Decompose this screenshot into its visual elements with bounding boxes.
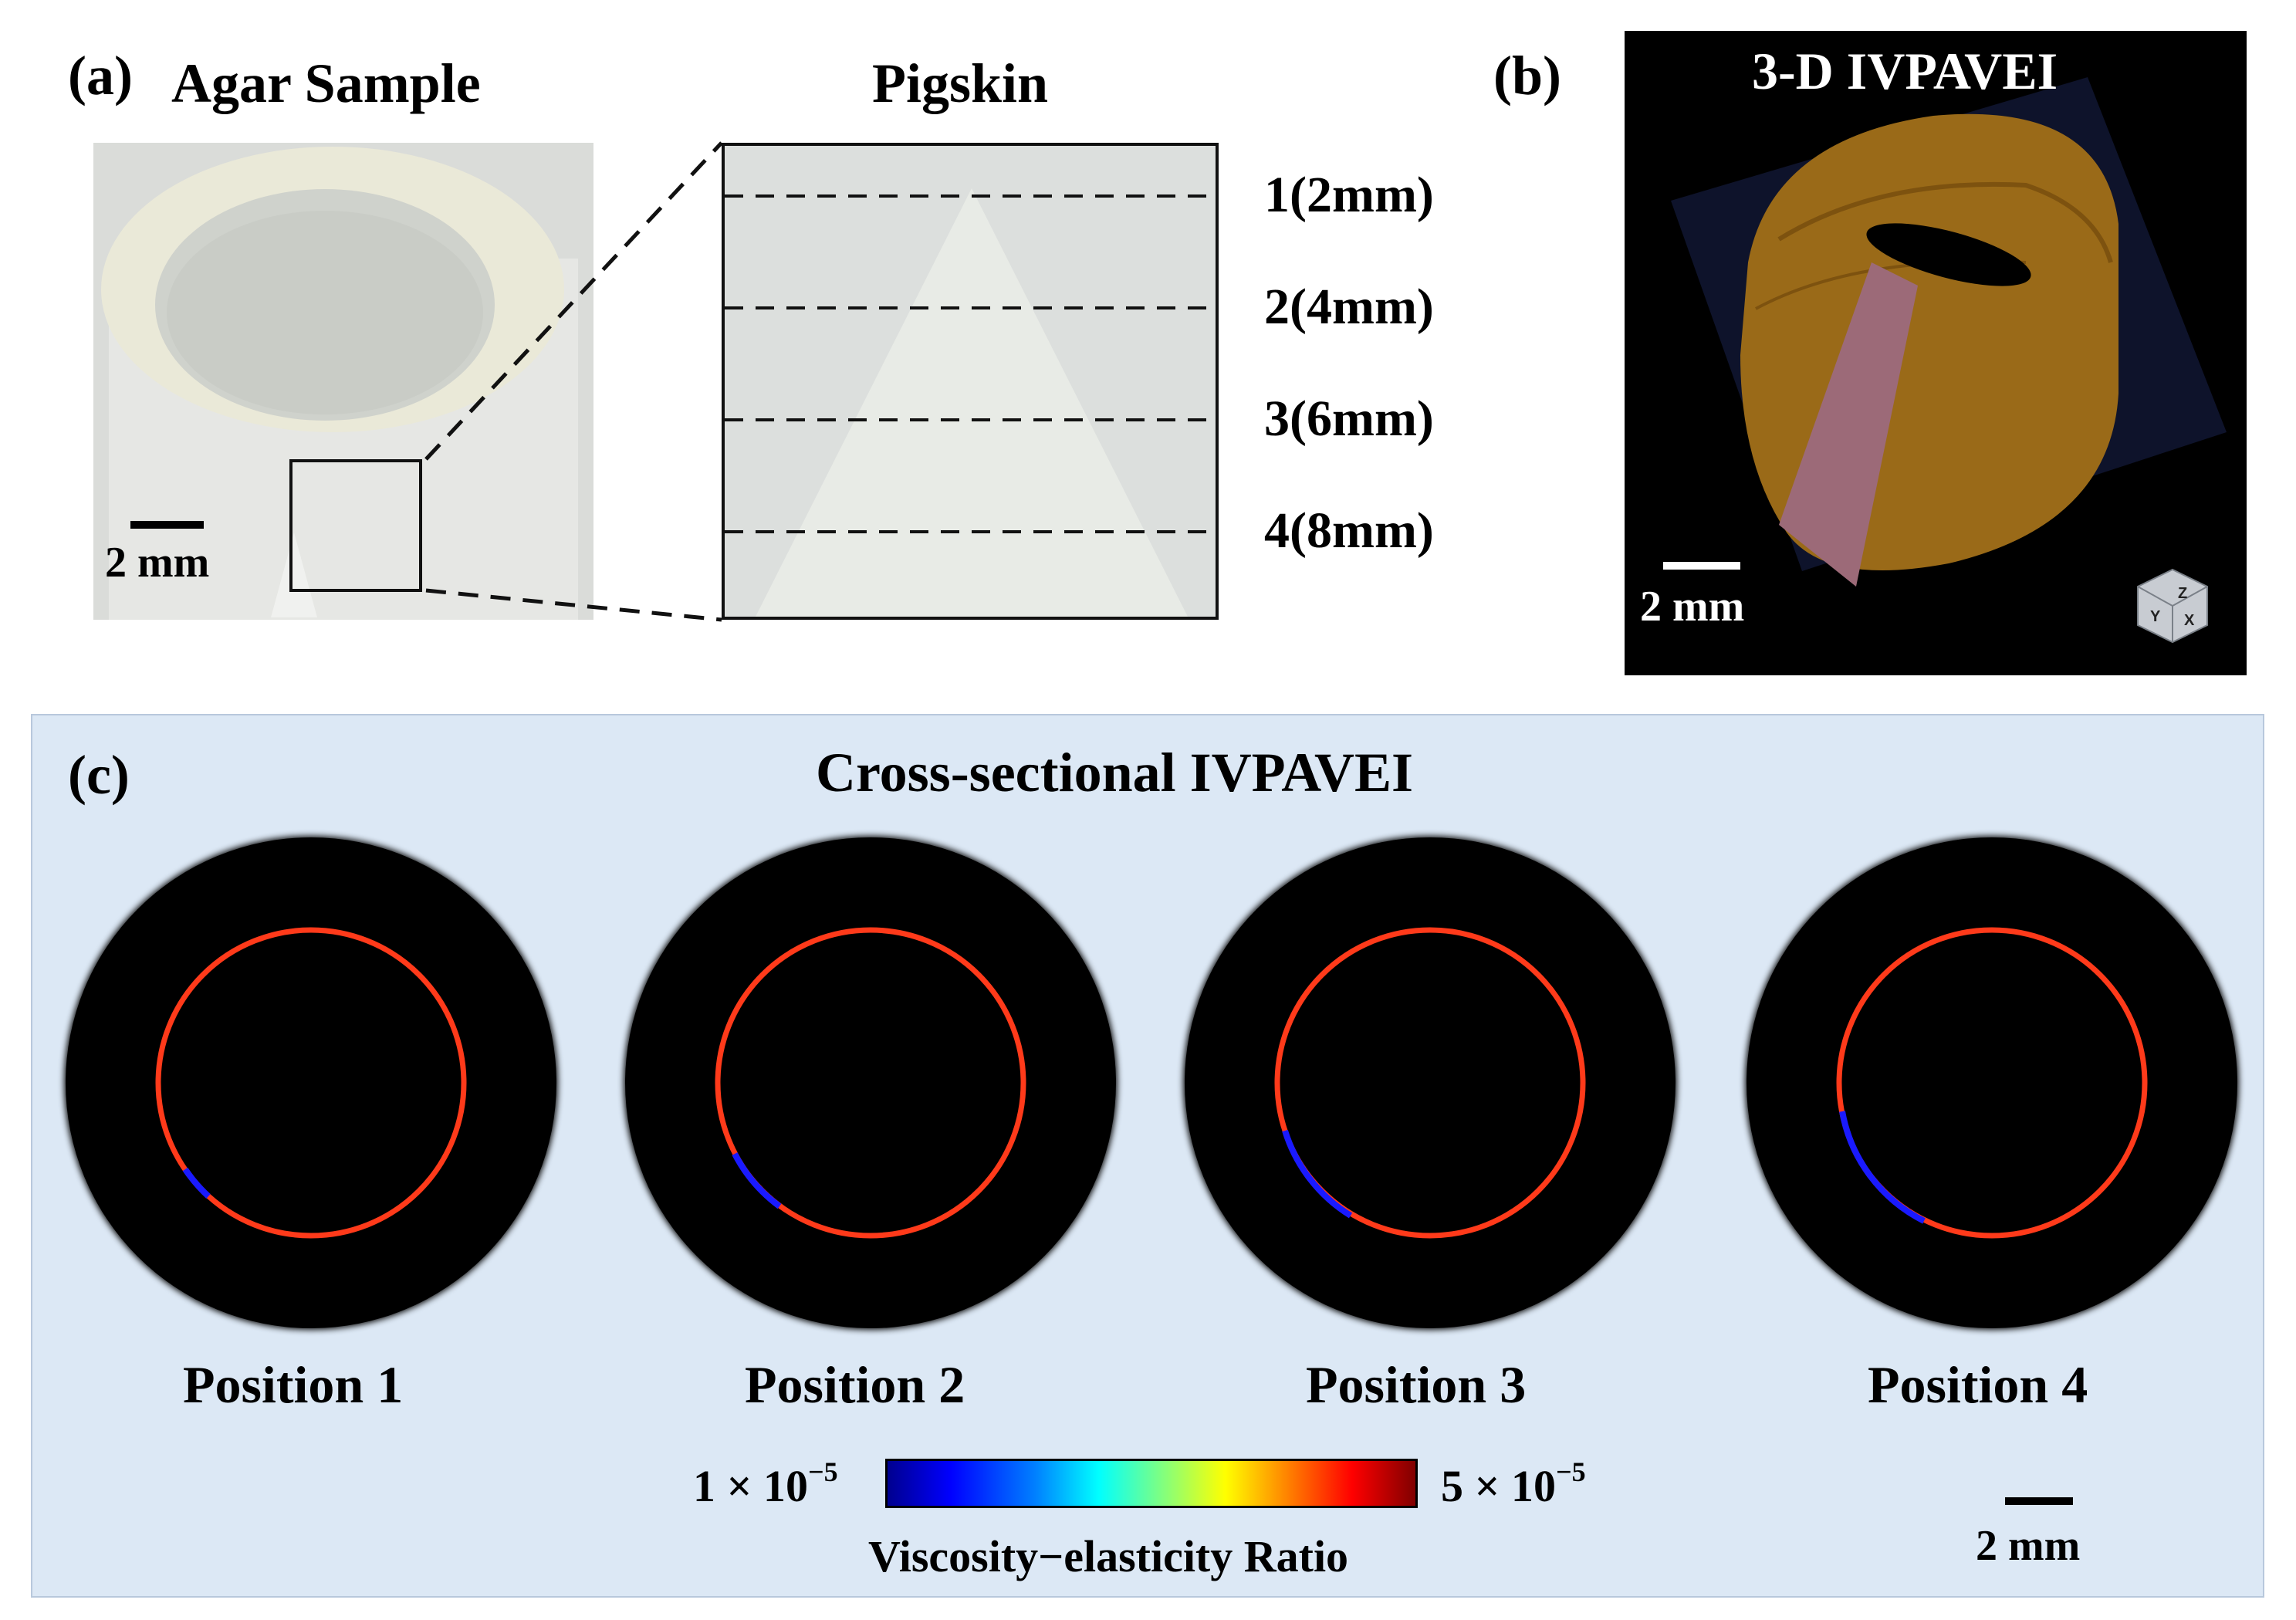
colorbar-title: Viscosity−elasticity Ratio — [868, 1531, 1349, 1581]
cube-axis-z: Z — [2178, 585, 2187, 602]
agar-sample-photo: 2 mm — [93, 143, 593, 620]
position-label-2: Position 2 — [745, 1355, 965, 1414]
panel-c-scale-bar-label: 2 mm — [1976, 1522, 2081, 1570]
agar-sample-title: Agar Sample — [171, 52, 481, 114]
colorbar-min-label: 1 × 10−5 — [693, 1458, 838, 1511]
pigskin-title: Pigskin — [872, 52, 1049, 114]
pigskin-wedge-illustration — [725, 146, 1216, 617]
position-label-1: Position 1 — [183, 1355, 404, 1414]
vessel-ring-4 — [1836, 927, 2148, 1239]
depth-label-4: 4(8mm) — [1264, 502, 1434, 559]
orientation-cube-icon[interactable]: Z Y X — [2130, 563, 2215, 648]
depth-label-2: 2(4mm) — [1264, 279, 1434, 335]
panel-c-label: (c) — [68, 744, 130, 806]
depth-label-3: 3(6mm) — [1264, 391, 1434, 447]
cube-axis-x: X — [2184, 612, 2195, 629]
agar-scale-bar-label: 2 mm — [105, 539, 210, 587]
panel-b-scale-bar-label: 2 mm — [1640, 583, 1745, 631]
vessel-ring-2 — [715, 927, 1026, 1239]
panel-c-title: Cross-sectional IVPAVEI — [816, 742, 1414, 803]
cube-axis-y: Y — [2150, 608, 2161, 625]
depth-label-1: 1(2mm) — [1264, 167, 1434, 223]
position-label-3: Position 3 — [1306, 1355, 1527, 1414]
position-label-4: Position 4 — [1868, 1355, 2088, 1414]
agar-scale-bar — [130, 521, 204, 529]
colorbar-max-label: 5 × 10−5 — [1441, 1458, 1586, 1511]
panel-c-scale-bar — [2005, 1497, 2073, 1505]
cross-section-1 — [66, 837, 556, 1328]
pigskin-zoom-photo — [722, 143, 1219, 620]
cross-section-3 — [1185, 837, 1676, 1328]
colorbar-min-text: 1 × 10 — [693, 1461, 809, 1511]
3d-vessel-render — [1671, 77, 2227, 587]
panel-b-3d-render: 3-D IVPAVEI 2 mm Z Y X — [1625, 31, 2247, 675]
cross-section-4 — [1747, 837, 2237, 1328]
zoom-region-box — [289, 459, 422, 592]
panel-b-scale-bar — [1663, 562, 1740, 570]
panel-b-title: 3-D IVPAVEI — [1752, 42, 2058, 100]
colorbar-max-text: 5 × 10 — [1441, 1461, 1557, 1511]
cross-section-2 — [625, 837, 1116, 1328]
colorbar-max-exponent: −5 — [1556, 1456, 1586, 1487]
vessel-ring-3 — [1274, 927, 1586, 1239]
vessel-ring-1 — [155, 927, 467, 1239]
panel-b-label: (b) — [1493, 45, 1561, 107]
panel-a-label: (a) — [68, 45, 133, 107]
colorbar — [885, 1459, 1418, 1508]
colorbar-min-exponent: −5 — [808, 1456, 838, 1487]
